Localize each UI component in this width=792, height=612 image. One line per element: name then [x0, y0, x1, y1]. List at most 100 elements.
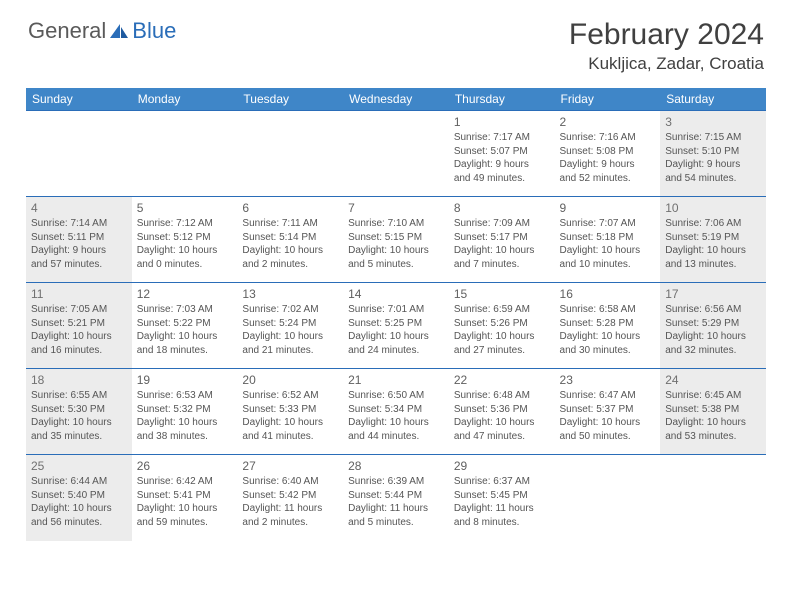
daylight-line-1: Daylight: 9 hours	[560, 158, 656, 172]
daylight-line-1: Daylight: 10 hours	[454, 244, 550, 258]
sunset-line: Sunset: 5:14 PM	[242, 231, 338, 245]
sunset-line: Sunset: 5:17 PM	[454, 231, 550, 245]
daylight-line-1: Daylight: 10 hours	[242, 244, 338, 258]
sunrise-line: Sunrise: 7:06 AM	[665, 217, 761, 231]
sunset-line: Sunset: 5:21 PM	[31, 317, 127, 331]
day-header: Saturday	[660, 88, 766, 111]
day-cell: 27Sunrise: 6:40 AMSunset: 5:42 PMDayligh…	[237, 455, 343, 541]
day-number: 17	[665, 286, 761, 302]
week-row: 25Sunrise: 6:44 AMSunset: 5:40 PMDayligh…	[26, 455, 766, 541]
sunset-line: Sunset: 5:30 PM	[31, 403, 127, 417]
week-row: 1Sunrise: 7:17 AMSunset: 5:07 PM Daylight…	[26, 111, 766, 197]
sunset-line: Sunset: 5:19 PM	[665, 231, 761, 245]
week-row: 4Sunrise: 7:14 AMSunset: 5:11 PMDaylight…	[26, 197, 766, 283]
week-row: 18Sunrise: 6:55 AMSunset: 5:30 PMDayligh…	[26, 369, 766, 455]
sunset-line: Sunset: 5:38 PM	[665, 403, 761, 417]
day-number: 29	[454, 458, 550, 474]
daylight-line-2: and 49 minutes.	[454, 172, 550, 186]
day-number: 11	[31, 286, 127, 302]
daylight-line-2: and 21 minutes.	[242, 344, 338, 358]
header: General Blue February 2024 Kukljica, Zad…	[0, 0, 792, 82]
daylight-line-1: Daylight: 10 hours	[137, 502, 233, 516]
day-number: 28	[348, 458, 444, 474]
sunrise-line: Sunrise: 7:01 AM	[348, 303, 444, 317]
day-cell: 2Sunrise: 7:16 AMSunset: 5:08 PMDaylight…	[555, 111, 661, 197]
daylight-line-1: Daylight: 10 hours	[137, 330, 233, 344]
logo-text-1: General	[28, 18, 106, 44]
day-cell	[237, 111, 343, 197]
day-cell: 7Sunrise: 7:10 AMSunset: 5:15 PMDaylight…	[343, 197, 449, 283]
day-cell: 26Sunrise: 6:42 AMSunset: 5:41 PMDayligh…	[132, 455, 238, 541]
day-cell: 16Sunrise: 6:58 AMSunset: 5:28 PMDayligh…	[555, 283, 661, 369]
daylight-line-2: and 18 minutes.	[137, 344, 233, 358]
day-cell: 15Sunrise: 6:59 AMSunset: 5:26 PMDayligh…	[449, 283, 555, 369]
daylight-line-1: Daylight: 10 hours	[137, 416, 233, 430]
day-cell: 23Sunrise: 6:47 AMSunset: 5:37 PMDayligh…	[555, 369, 661, 455]
sunset-line: Sunset: 5:15 PM	[348, 231, 444, 245]
day-cell: 28Sunrise: 6:39 AMSunset: 5:44 PMDayligh…	[343, 455, 449, 541]
daylight-line-1: Daylight: 10 hours	[560, 416, 656, 430]
sunset-line: Sunset: 5:10 PM	[665, 145, 761, 159]
sunset-line: Sunset: 5:12 PM	[137, 231, 233, 245]
sunrise-line: Sunrise: 6:45 AM	[665, 389, 761, 403]
sunrise-line: Sunrise: 7:09 AM	[454, 217, 550, 231]
sunrise-line: Sunrise: 7:16 AM	[560, 131, 656, 145]
sunset-line: Sunset: 5:45 PM	[454, 489, 550, 503]
sunrise-line: Sunrise: 6:50 AM	[348, 389, 444, 403]
day-header-row: SundayMondayTuesdayWednesdayThursdayFrid…	[26, 88, 766, 111]
sunset-line: Sunset: 5:41 PM	[137, 489, 233, 503]
daylight-line-2: and 52 minutes.	[560, 172, 656, 186]
day-number: 23	[560, 372, 656, 388]
day-cell: 3Sunrise: 7:15 AMSunset: 5:10 PMDaylight…	[660, 111, 766, 197]
daylight-line-1: Daylight: 10 hours	[348, 330, 444, 344]
day-cell: 5Sunrise: 7:12 AMSunset: 5:12 PMDaylight…	[132, 197, 238, 283]
sunset-line: Sunset: 5:33 PM	[242, 403, 338, 417]
daylight-line-2: and 7 minutes.	[454, 258, 550, 272]
day-cell: 13Sunrise: 7:02 AMSunset: 5:24 PMDayligh…	[237, 283, 343, 369]
day-cell: 9Sunrise: 7:07 AMSunset: 5:18 PMDaylight…	[555, 197, 661, 283]
sunset-line: Sunset: 5:08 PM	[560, 145, 656, 159]
daylight-line-1: Daylight: 10 hours	[348, 244, 444, 258]
day-cell: 20Sunrise: 6:52 AMSunset: 5:33 PMDayligh…	[237, 369, 343, 455]
sunrise-line: Sunrise: 6:52 AM	[242, 389, 338, 403]
sunset-line: Sunset: 5:42 PM	[242, 489, 338, 503]
sunset-line: Sunset: 5:40 PM	[31, 489, 127, 503]
daylight-line-2: and 27 minutes.	[454, 344, 550, 358]
sunset-line: Sunset: 5:07 PM	[454, 145, 550, 159]
daylight-line-1: Daylight: 10 hours	[665, 416, 761, 430]
sunrise-line: Sunrise: 7:12 AM	[137, 217, 233, 231]
daylight-line-1: Daylight: 10 hours	[560, 330, 656, 344]
daylight-line-2: and 2 minutes.	[242, 516, 338, 530]
sunset-line: Sunset: 5:25 PM	[348, 317, 444, 331]
sunrise-line: Sunrise: 6:44 AM	[31, 475, 127, 489]
logo-sail-icon	[108, 22, 130, 40]
day-number: 15	[454, 286, 550, 302]
day-cell: 11Sunrise: 7:05 AMSunset: 5:21 PMDayligh…	[26, 283, 132, 369]
day-cell: 10Sunrise: 7:06 AMSunset: 5:19 PMDayligh…	[660, 197, 766, 283]
sunset-line: Sunset: 5:24 PM	[242, 317, 338, 331]
sunrise-line: Sunrise: 6:59 AM	[454, 303, 550, 317]
day-number: 9	[560, 200, 656, 216]
day-cell	[343, 111, 449, 197]
daylight-line-2: and 16 minutes.	[31, 344, 127, 358]
daylight-line-1: Daylight: 11 hours	[454, 502, 550, 516]
sunrise-line: Sunrise: 7:10 AM	[348, 217, 444, 231]
day-number: 2	[560, 114, 656, 130]
logo-text-2: Blue	[132, 18, 176, 44]
sunset-line: Sunset: 5:29 PM	[665, 317, 761, 331]
sunrise-line: Sunrise: 7:15 AM	[665, 131, 761, 145]
day-number: 4	[31, 200, 127, 216]
day-number: 1	[454, 114, 550, 130]
day-cell	[26, 111, 132, 197]
day-number: 5	[137, 200, 233, 216]
daylight-line-2: and 35 minutes.	[31, 430, 127, 444]
daylight-line-1: Daylight: 10 hours	[242, 416, 338, 430]
calendar-table: SundayMondayTuesdayWednesdayThursdayFrid…	[26, 88, 766, 541]
day-number: 6	[242, 200, 338, 216]
sunrise-line: Sunrise: 6:56 AM	[665, 303, 761, 317]
sunset-line: Sunset: 5:37 PM	[560, 403, 656, 417]
day-number: 12	[137, 286, 233, 302]
sunrise-line: Sunrise: 7:17 AM	[454, 131, 550, 145]
day-number: 3	[665, 114, 761, 130]
sunset-line: Sunset: 5:44 PM	[348, 489, 444, 503]
